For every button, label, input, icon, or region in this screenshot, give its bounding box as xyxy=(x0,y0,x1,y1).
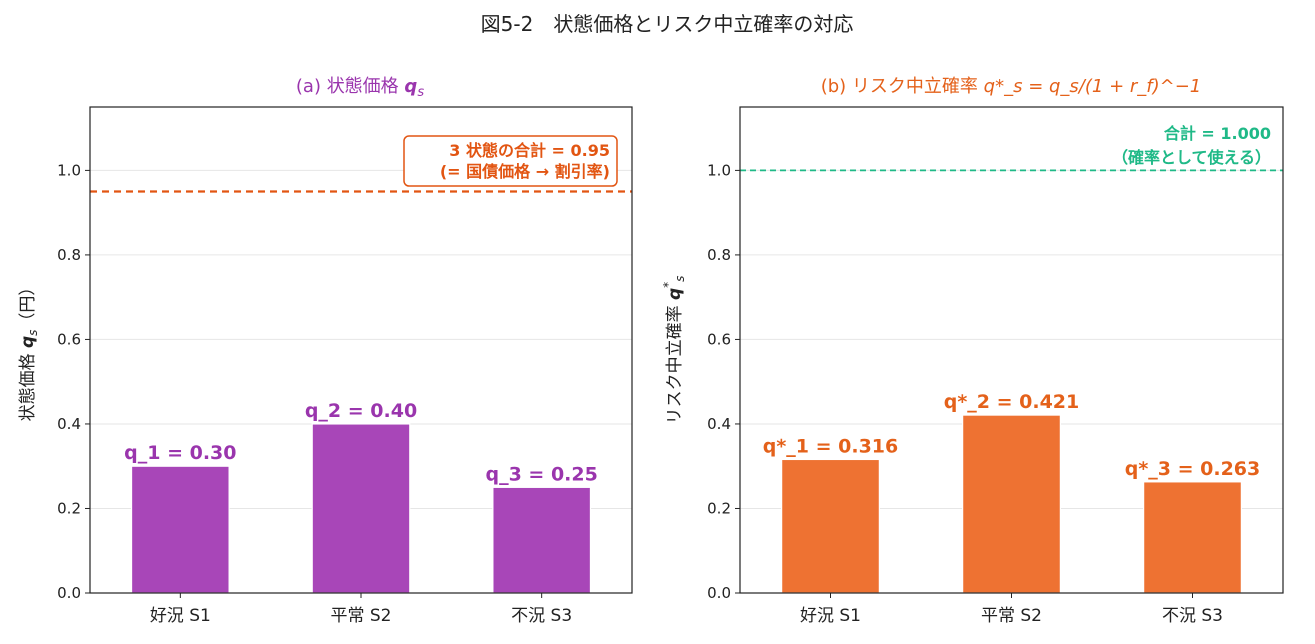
bar-value-label: q*_1 = 0.316 xyxy=(763,435,899,457)
panel-b-yticks: 0.0 0.2 0.4 0.6 0.8 1.0 xyxy=(707,161,740,602)
xtick-label: 不況 S3 xyxy=(511,606,572,626)
ytick-label: 0.4 xyxy=(707,415,731,433)
ytick-label: 0.2 xyxy=(707,499,731,517)
bar xyxy=(1143,481,1242,594)
xtick-label: 平常 S2 xyxy=(981,606,1042,626)
panel-a-ylabel-text: 状態価格 xyxy=(18,353,38,421)
bar-value-label: q_1 = 0.30 xyxy=(124,442,236,464)
annotation-text: (= 国債価格 → 割引率) xyxy=(440,162,610,181)
bar-value-label: q*_2 = 0.421 xyxy=(944,391,1080,413)
bar xyxy=(492,486,592,594)
bar xyxy=(311,423,411,594)
panel-b-ylabel-math-sub: s xyxy=(673,276,687,282)
panel-b-xticks: 好況 S1 平常 S2 不況 S3 xyxy=(800,593,1223,626)
bar-value-label: q_2 = 0.40 xyxy=(305,400,417,422)
panel-b-bars: q*_1 = 0.316 q*_2 = 0.421 q*_3 = 0.263 xyxy=(763,391,1261,594)
annotation-text: （確率として使える） xyxy=(1112,148,1271,167)
xtick-label: 不況 S3 xyxy=(1162,606,1223,626)
ytick-label: 0.6 xyxy=(57,330,81,348)
panel-b-reference: 合計 = 1.000 （確率として使える） xyxy=(740,124,1283,172)
ytick-label: 1.0 xyxy=(57,161,81,179)
xtick-label: 平常 S2 xyxy=(330,606,391,626)
panel-b-title: (b) リスク中立確率 q*_s = q_s/(1 + r_f)^−1 xyxy=(821,76,1202,97)
annotation-box xyxy=(403,135,618,187)
panel-b-ylabel-text: リスク中立確率 xyxy=(665,305,685,424)
ytick-label: 0.8 xyxy=(57,246,81,264)
ytick-label: 0.0 xyxy=(57,584,81,602)
annotation-text: 3 状態の合計 = 0.95 xyxy=(449,141,610,160)
figure-title: 図5-2 状態価格とリスク中立確率の対応 xyxy=(481,12,854,36)
bar xyxy=(781,458,880,594)
panel-a-title-math-sub: s xyxy=(417,85,424,100)
bar-value-label: q*_3 = 0.263 xyxy=(1125,458,1261,480)
ytick-label: 0.0 xyxy=(707,584,731,602)
panel-b-ylabel: リスク中立確率 q*s xyxy=(661,276,687,425)
panel-b-title-text: (b) リスク中立確率 xyxy=(821,76,978,97)
panel-a-title-text: (a) 状態価格 xyxy=(296,76,399,97)
xtick-label: 好況 S1 xyxy=(150,606,211,626)
panel-a-reference: 3 状態の合計 = 0.95 (= 国債価格 → 割引率) xyxy=(90,135,632,193)
ytick-label: 0.6 xyxy=(707,330,731,348)
panel-a-bars: q_1 = 0.30 q_2 = 0.40 q_3 = 0.25 xyxy=(124,400,598,594)
xtick-label: 好況 S1 xyxy=(800,606,861,626)
panel-b-ylabel-math-sup: * xyxy=(661,282,675,288)
panel-a-ylabel-math-sub: s xyxy=(26,330,40,336)
panel-b-title-formula: q*_s = q_s/(1 + r_f)^−1 xyxy=(984,76,1202,97)
panel-b-ylabel-math: q xyxy=(665,288,685,300)
bar xyxy=(962,414,1061,594)
panel-a-title-math: q xyxy=(404,76,417,97)
panel-a-yticks: 0.0 0.2 0.4 0.6 0.8 1.0 xyxy=(57,161,90,602)
panel-a-xticks: 好況 S1 平常 S2 不況 S3 xyxy=(150,593,572,626)
panel-a-ylabel-math: q xyxy=(18,336,38,348)
ytick-label: 0.4 xyxy=(57,415,81,433)
ytick-label: 0.2 xyxy=(57,499,81,517)
annotation-text: 合計 = 1.000 xyxy=(1164,124,1271,143)
ytick-label: 0.8 xyxy=(707,246,731,264)
ytick-label: 1.0 xyxy=(707,161,731,179)
panel-a-ylabel-unit: （円） xyxy=(18,279,38,330)
panel-a-title: (a) 状態価格 qs xyxy=(296,76,424,100)
panel-a-ylabel: 状態価格 qs（円） xyxy=(18,279,40,422)
bar-value-label: q_3 = 0.25 xyxy=(485,463,597,485)
bar xyxy=(130,465,230,594)
